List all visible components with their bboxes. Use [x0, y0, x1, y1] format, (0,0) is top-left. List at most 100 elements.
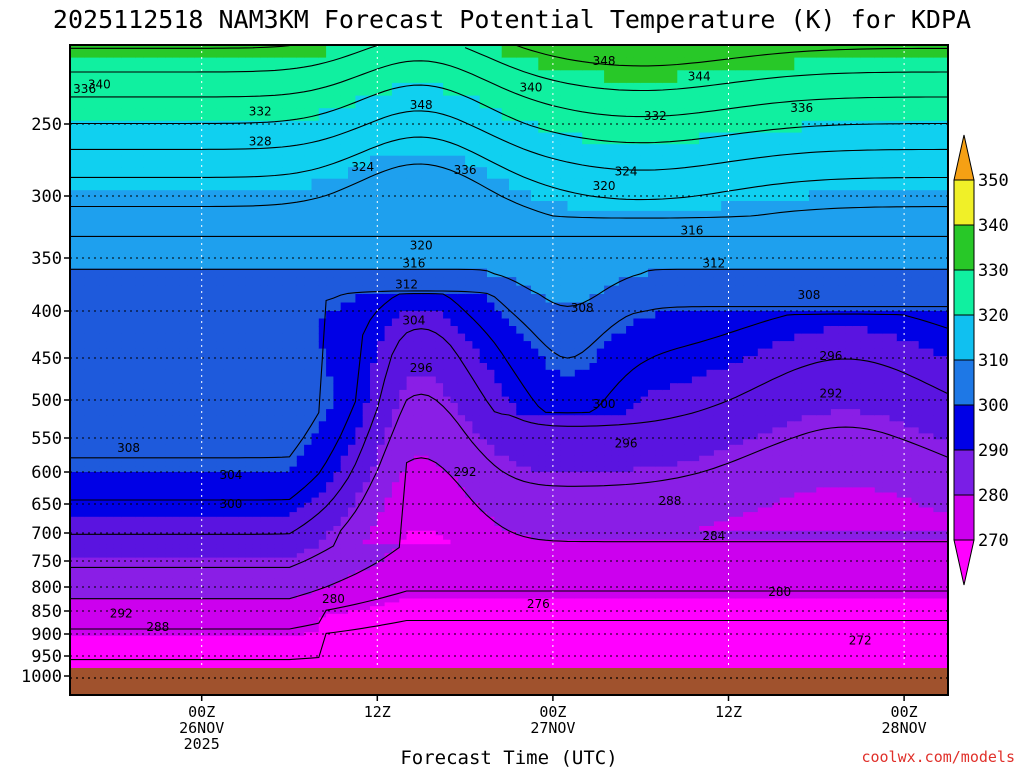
band-cell: [296, 108, 305, 122]
band-cell: [384, 656, 393, 661]
band-cell: [333, 482, 342, 488]
band-cell: [326, 516, 334, 522]
band-cell: [187, 341, 195, 350]
band-cell: [201, 590, 210, 596]
band-cell: [223, 178, 232, 191]
band-cell: [413, 582, 422, 588]
band-cell: [216, 578, 225, 584]
band-cell: [348, 487, 356, 494]
band-cell: [245, 167, 254, 180]
band-cell: [399, 562, 408, 567]
band-cell: [384, 333, 393, 342]
band-cell: [391, 507, 400, 513]
band-cell: [311, 318, 320, 327]
band-cell: [252, 302, 261, 312]
band-cell: [106, 108, 115, 122]
band-cell: [231, 363, 239, 371]
band-cell: [340, 539, 349, 545]
band-cell: [70, 210, 78, 222]
band-cell: [150, 582, 159, 588]
band-cell: [260, 250, 269, 261]
band-cell: [333, 461, 342, 468]
band-cell: [318, 482, 327, 488]
band-cell: [92, 178, 100, 191]
band-cell: [201, 507, 210, 513]
band-cell: [106, 617, 115, 622]
band-cell: [128, 477, 137, 483]
band-cell: [399, 311, 408, 320]
band-cell: [121, 302, 130, 312]
band-cell: [216, 450, 225, 457]
band-cell: [128, 57, 137, 71]
band-cell: [99, 461, 108, 468]
band-cell: [267, 466, 276, 473]
band-cell: [252, 557, 261, 563]
band-cell: [399, 318, 408, 327]
band-cell: [333, 268, 342, 278]
band-cell: [245, 250, 254, 261]
band-cell: [340, 578, 349, 584]
band-cell: [70, 628, 78, 633]
band-cell: [406, 326, 415, 335]
band-cell: [377, 574, 386, 580]
band-cell: [384, 497, 393, 504]
band-cell: [413, 628, 422, 633]
band-cell: [179, 333, 188, 342]
band-cell: [348, 285, 356, 295]
band-cell: [172, 57, 181, 71]
band-cell: [391, 250, 400, 261]
band-cell: [179, 363, 188, 371]
band-cell: [106, 530, 115, 536]
band-cell: [413, 396, 422, 404]
band-cell: [340, 649, 349, 654]
band-cell: [252, 566, 261, 571]
band-cell: [326, 507, 334, 513]
band-cell: [399, 526, 408, 532]
band-cell: [84, 602, 93, 607]
band-cell: [135, 587, 144, 592]
band-cell: [92, 421, 100, 428]
band-cell: [172, 656, 181, 661]
band-cell: [194, 389, 203, 398]
band-cell: [128, 326, 137, 335]
band-cell: [391, 487, 400, 494]
band-cell: [370, 260, 378, 270]
band-cell: [296, 590, 305, 596]
band-cell: [355, 472, 364, 478]
band-cell: [223, 628, 232, 633]
band-cell: [260, 492, 269, 499]
band-cell: [370, 516, 378, 522]
band-cell: [399, 389, 408, 398]
band-cell: [216, 598, 225, 603]
band-cell: [406, 562, 415, 567]
band-cell: [209, 294, 217, 304]
band-cell: [377, 539, 386, 545]
band-cell: [399, 663, 408, 667]
band-cell: [165, 526, 173, 532]
band-cell: [318, 635, 327, 640]
band-cell: [311, 427, 320, 435]
band-cell: [282, 574, 291, 580]
band-cell: [99, 318, 108, 327]
band-cell: [384, 376, 393, 384]
band-cell: [150, 455, 159, 462]
band-cell: [370, 663, 378, 667]
band-cell: [370, 548, 378, 554]
band-cell: [391, 653, 400, 658]
band-cell: [267, 326, 276, 335]
band-cell: [252, 444, 261, 451]
band-cell: [318, 45, 327, 59]
band-cell: [260, 433, 269, 440]
band-cell: [157, 70, 166, 84]
band-cell: [274, 598, 283, 603]
band-cell: [84, 516, 93, 522]
band-cell: [406, 389, 415, 398]
band-cell: [311, 190, 320, 202]
band-cell: [348, 613, 356, 619]
band-cell: [391, 383, 400, 391]
band-cell: [223, 210, 232, 222]
band-cell: [384, 57, 393, 71]
band-cell: [260, 277, 269, 287]
band-cell: [384, 285, 393, 295]
band-cell: [135, 341, 144, 350]
